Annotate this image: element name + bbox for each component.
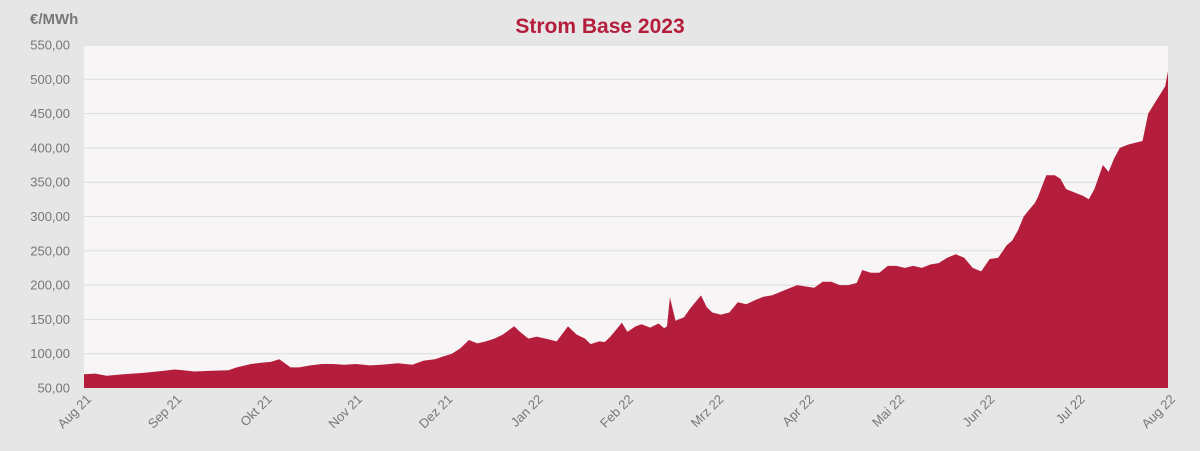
- x-tick-label: Sep 21: [145, 392, 185, 432]
- x-tick-label: Dez 21: [416, 392, 456, 432]
- y-tick-label: 500,00: [30, 72, 70, 87]
- y-tick-labels: 50,00 100,00 150,00 200,00 250,00 300,00 350,0…: [30, 38, 70, 396]
- x-tick-label: Okt 21: [237, 392, 275, 430]
- x-tick-label: Feb 22: [597, 392, 636, 431]
- y-tick-label: 450,00: [30, 106, 70, 121]
- x-tick-label: Mrz 22: [688, 392, 727, 431]
- area-series: [84, 71, 1168, 388]
- x-tick-label: Aug 21: [54, 392, 94, 432]
- y-tick-label: 550,00: [30, 38, 70, 53]
- x-tick-label: Aug 22: [1138, 392, 1178, 432]
- x-tick-label: Jul 22: [1053, 392, 1088, 427]
- y-tick-label: 350,00: [30, 175, 70, 190]
- x-tick-label: Jun 22: [959, 392, 997, 430]
- x-tick-label: Mai 22: [869, 392, 907, 430]
- y-tick-label: 400,00: [30, 140, 70, 155]
- x-tick-labels: Aug 21 Sep 21 Okt 21 Nov 21 Dez 21 Jan 22 Feb …: [54, 392, 1178, 432]
- y-tick-label: 100,00: [30, 346, 70, 361]
- x-tick-label: Jan 22: [508, 392, 546, 430]
- x-tick-label: Apr 22: [779, 392, 817, 430]
- y-tick-label: 50,00: [37, 381, 70, 396]
- chart-title: Strom Base 2023: [515, 15, 684, 38]
- y-tick-label: 200,00: [30, 278, 70, 293]
- y-tick-label: 150,00: [30, 312, 70, 327]
- y-tick-label: 300,00: [30, 209, 70, 224]
- x-tick-label: Nov 21: [325, 392, 365, 432]
- y-tick-label: 250,00: [30, 243, 70, 258]
- y-axis-unit: €/MWh: [30, 11, 78, 28]
